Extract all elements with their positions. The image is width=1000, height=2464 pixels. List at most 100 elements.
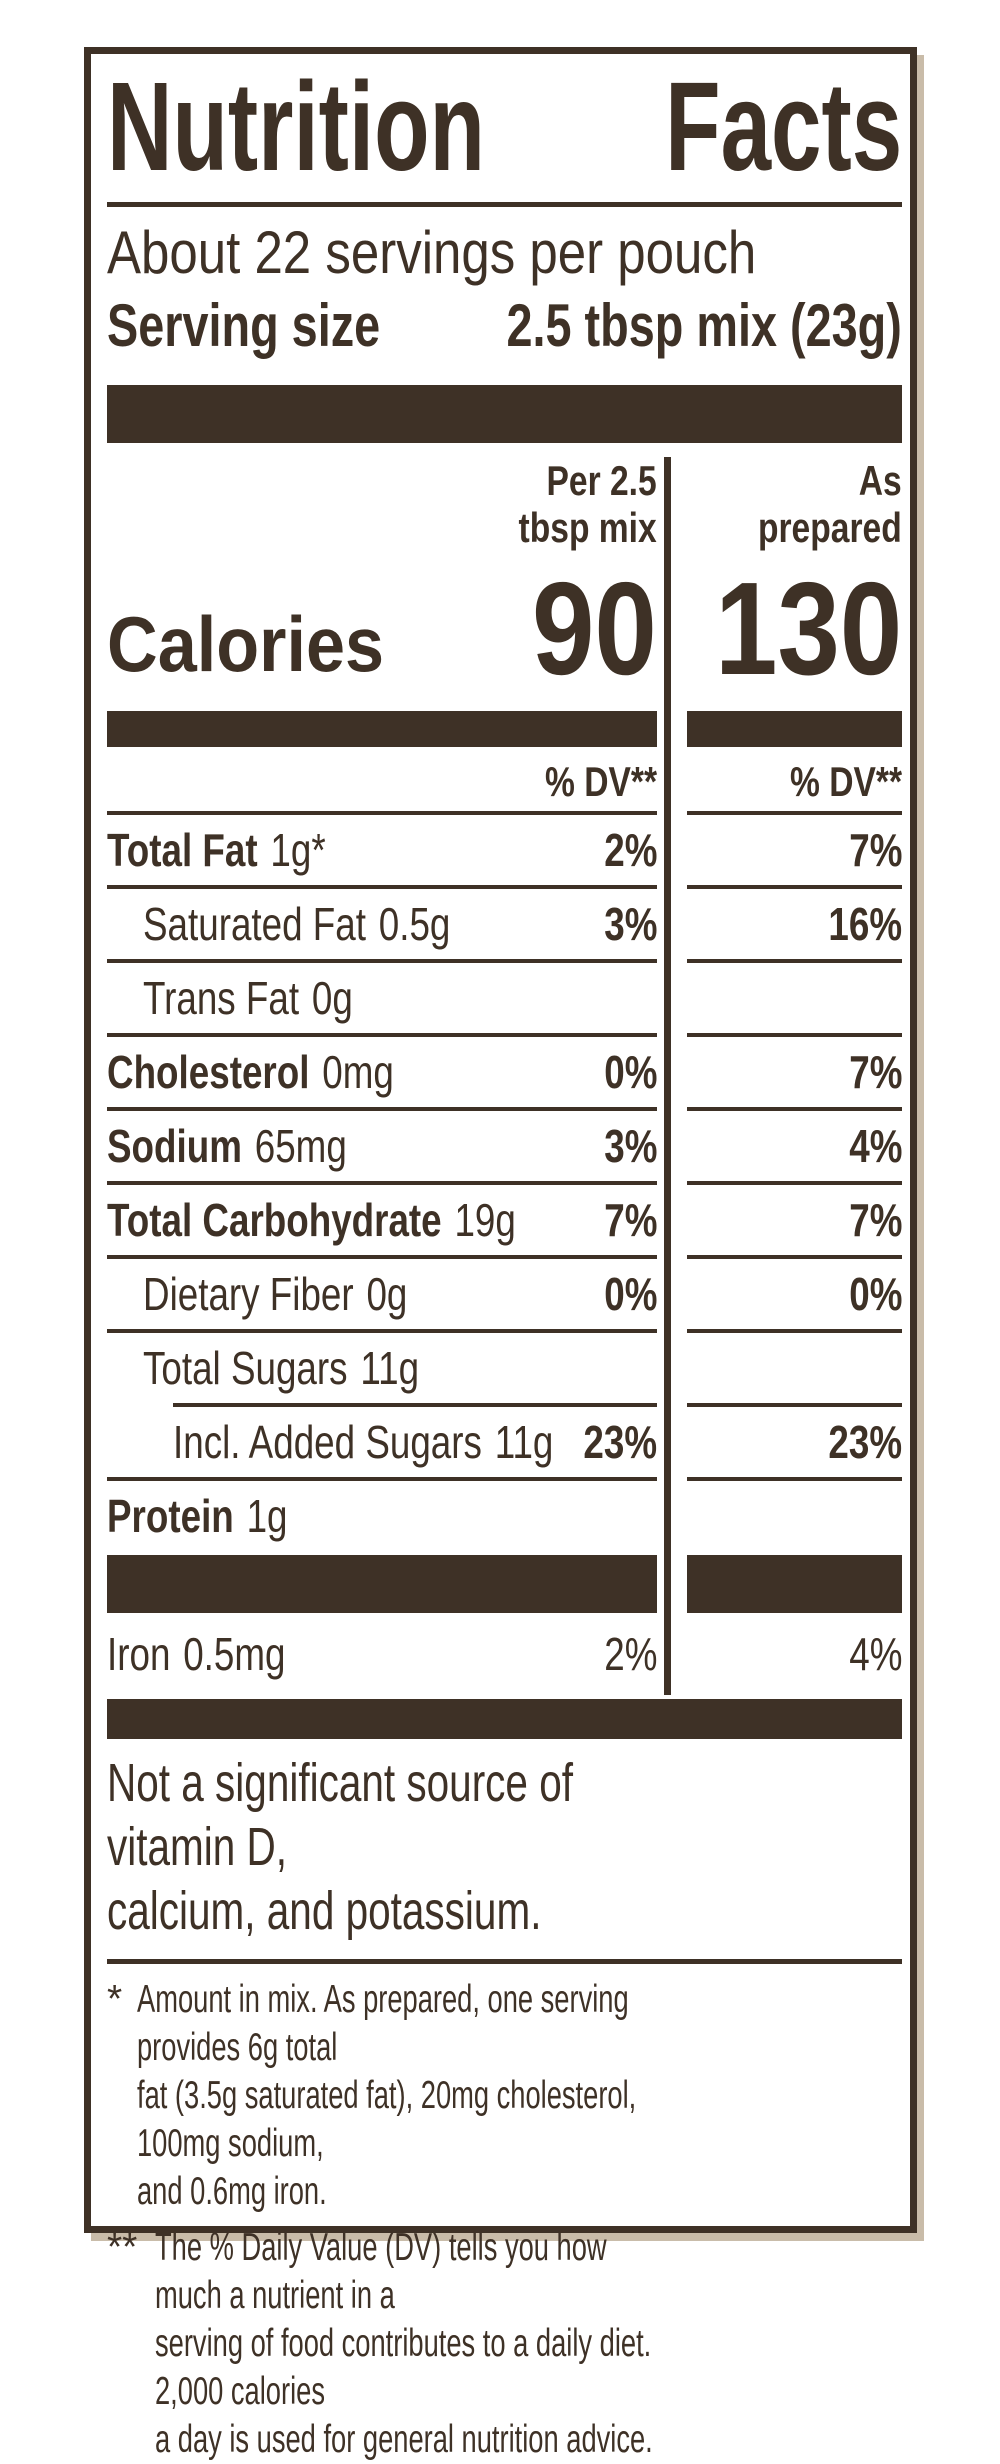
nutrient-name-amount: Total Carbohydrate 19g <box>107 1185 618 1255</box>
nutrient-row-protein: Protein 1g <box>107 1481 902 1551</box>
row-rule-dietary-fiber <box>107 1255 902 1259</box>
nutrient-name-amount: Cholesterol 0mg <box>107 1037 466 1107</box>
nutrient-name-amount: Saturated Fat 0.5g <box>143 889 527 959</box>
footnote-marker: * <box>107 1978 123 2021</box>
dv-prepared-value: 7% <box>848 1194 902 1246</box>
dv-prepared-value: 0% <box>848 1268 902 1320</box>
dv-mix-value: 3% <box>603 898 657 950</box>
footnote-mix-amounts: * Amount in mix. As prepared, one servin… <box>107 1976 902 2216</box>
footnote-rule <box>107 1959 902 1964</box>
dv-header-mix: % DV** <box>544 758 657 805</box>
nutrient-row-trans-fat: Trans Fat 0g <box>107 963 902 1033</box>
footnote-daily-value: ** The % Daily Value (DV) tells you how … <box>107 2224 902 2464</box>
calories-label: Calories <box>107 600 385 688</box>
iron-separator-bar <box>107 1699 902 1739</box>
nutrient-amount: 11g <box>494 1416 554 1468</box>
nutrient-name-amount: Trans Fat 0g <box>143 963 405 1033</box>
servings-per-container: About 22 servings per pouch <box>107 219 757 286</box>
dv-header-prepared: % DV** <box>789 758 902 805</box>
dv-mix-value: 7% <box>603 1194 657 1246</box>
nutrient-amount: 11g <box>360 1342 420 1394</box>
serving-size-row: Serving size 2.5 tbsp mix (23g) <box>107 289 902 363</box>
nutrient-amount: 0.5g <box>378 898 451 950</box>
nutrient-row-total-fat: Total Fat 1g* 2% 7% <box>107 815 902 885</box>
protein-separator-bar-right <box>687 1555 902 1613</box>
calories-separator-bar-right <box>687 711 902 747</box>
nutrient-name: Total Carbohydrate <box>107 1194 442 1246</box>
calories-row: Calories 90 130 <box>107 553 902 695</box>
nutrient-name-amount: Dietary Fiber 0g <box>143 1259 473 1329</box>
dv-mix-value: 3% <box>603 1120 657 1172</box>
title-word-facts: Facts <box>665 56 902 197</box>
protein-separator-bar <box>107 1555 902 1613</box>
nutrient-name-amount: Iron 0.5mg <box>107 1613 330 1695</box>
nutrition-facts-label: Nutrition Facts About 22 servings per po… <box>84 47 917 2461</box>
dv-mix-value: 23% <box>583 1416 657 1468</box>
dv-mix-value: 0% <box>603 1046 657 1098</box>
nutrient-amount: 1g <box>246 1490 288 1542</box>
serving-size-label: Serving size <box>107 292 381 359</box>
daily-value-header-row: % DV** % DV** <box>107 753 902 811</box>
nutrient-name: Incl. Added Sugars <box>173 1416 482 1468</box>
row-rule-total-sugars <box>107 1329 902 1333</box>
nutrient-name-amount: Sodium 65mg <box>107 1111 407 1181</box>
nutrient-row-total-sugars: Total Sugars 11g <box>107 1333 902 1403</box>
column-header-as-prepared: As prepared <box>758 457 902 551</box>
row-rule-cholesterol <box>107 1033 902 1037</box>
nutrient-name-amount: Incl. Added Sugars 11g <box>173 1407 649 1477</box>
serving-size-value: 2.5 tbsp mix (23g) <box>506 292 902 359</box>
nutrient-name: Iron <box>107 1628 171 1680</box>
nutrient-name: Total Sugars <box>143 1342 348 1394</box>
nutrient-name: Saturated Fat <box>143 898 366 950</box>
nutrient-row-incl-added-sugars: Incl. Added Sugars 11g 23% 23% <box>107 1407 902 1477</box>
row-rule-trans-fat <box>107 959 902 963</box>
dv-prepared-value: 7% <box>848 1046 902 1098</box>
row-rule-sodium <box>107 1107 902 1111</box>
nutrient-row-dietary-fiber: Dietary Fiber 0g 0% 0% <box>107 1259 902 1329</box>
nutrient-row-total-carbohydrate: Total Carbohydrate 19g 7% 7% <box>107 1185 902 1255</box>
nutrient-name: Total Fat <box>107 824 258 876</box>
nutrient-name: Cholesterol <box>107 1046 310 1098</box>
footnote-marker: ** <box>107 2226 138 2269</box>
dv-prepared-value: 4% <box>848 1628 902 1680</box>
dv-mix-value: 2% <box>603 824 657 876</box>
column-divider <box>664 457 671 1695</box>
nutrient-name: Protein <box>107 1490 234 1542</box>
column-header-per-mix: Per 2.5 tbsp mix <box>518 457 657 551</box>
nutrient-row-cholesterol: Cholesterol 0mg 0% 7% <box>107 1037 902 1107</box>
calories-mix-value: 90 <box>532 555 657 702</box>
calories-separator-bar <box>107 711 902 747</box>
nutrient-name: Trans Fat <box>143 972 300 1024</box>
nutrient-amount: 65mg <box>254 1120 347 1172</box>
column-headers-row: Per 2.5 tbsp mix As prepared <box>107 453 902 551</box>
nutrient-amount: 19g <box>454 1194 516 1246</box>
calories-prepared-value: 130 <box>714 555 902 702</box>
nutrient-rows: Total Fat 1g* 2% 7% Saturated Fat 0.5g 3% 16% Tr… <box>107 811 902 1551</box>
row-rule-incl-added-sugars <box>107 1403 902 1407</box>
dv-prepared-value: 16% <box>828 898 902 950</box>
dv-prepared-value: 4% <box>848 1120 902 1172</box>
nutrient-name: Dietary Fiber <box>143 1268 354 1320</box>
title-word-nutrition: Nutrition <box>107 56 485 197</box>
nutrient-amount: 0g <box>311 972 353 1024</box>
nutrient-row-sodium: Sodium 65mg 3% 4% <box>107 1111 902 1181</box>
nutrient-amount: 0g <box>366 1268 408 1320</box>
row-rule-protein <box>107 1477 902 1481</box>
dv-prepared-value: 23% <box>828 1416 902 1468</box>
dv-prepared-value: 7% <box>848 824 902 876</box>
dv-mix-value: 2% <box>603 1628 657 1680</box>
not-significant-note: Not a significant source of vitamin D, c… <box>107 1753 573 1941</box>
nutrient-amount: 1g* <box>270 824 326 876</box>
row-rule-total-carbohydrate <box>107 1181 902 1185</box>
row-rule-total-fat <box>107 811 902 815</box>
serving-separator-bar <box>107 385 902 443</box>
nutrient-name-amount: Protein 1g <box>107 1481 333 1551</box>
nutrient-name-amount: Total Sugars 11g <box>143 1333 488 1403</box>
nutrient-row-saturated-fat: Saturated Fat 0.5g 3% 16% <box>107 889 902 959</box>
title-rule <box>107 202 902 207</box>
calories-separator-bar-left <box>107 711 657 747</box>
dv-mix-value: 0% <box>603 1268 657 1320</box>
mineral-row-iron: Iron 0.5mg 2% 4% <box>107 1613 902 1695</box>
nutrient-amount: 0.5mg <box>183 1628 286 1680</box>
nutrient-name: Sodium <box>107 1120 242 1172</box>
